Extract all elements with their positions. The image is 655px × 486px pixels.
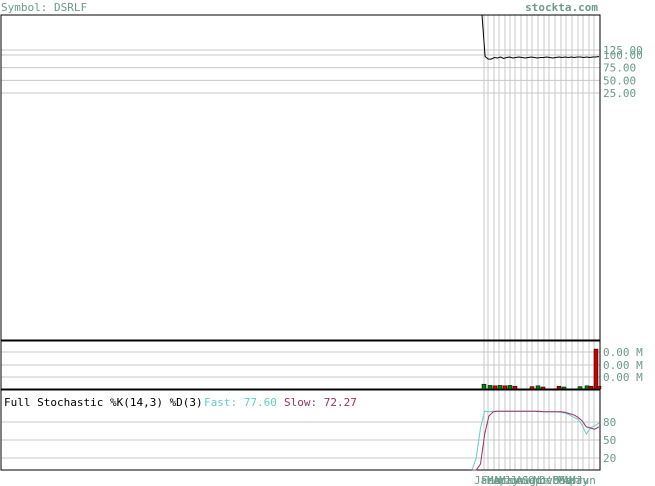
x-tick-label: Aug xyxy=(516,474,536,486)
price-panel xyxy=(0,14,601,341)
volume-bar xyxy=(596,385,602,390)
x-tick-label: '05 xyxy=(546,474,566,486)
price-series xyxy=(481,14,600,60)
grid xyxy=(1,15,600,470)
price-tick-label: 50.00 xyxy=(603,74,636,87)
price-tick-label: 100.00 xyxy=(603,49,643,62)
x-tick-label: Dec xyxy=(539,474,559,486)
volume-bar xyxy=(497,385,503,390)
volume-bar xyxy=(481,383,487,390)
x-tick-label: Jun xyxy=(504,474,524,486)
stochastic-tick-label: 50 xyxy=(603,434,616,447)
x-tick-label: Mar xyxy=(558,474,578,486)
stochastic-axis: 80 50 20 xyxy=(603,416,616,465)
stochastic-slow-value: Slow: 72.27 xyxy=(284,396,357,409)
volume-bar xyxy=(535,385,541,390)
volume-axis: 0.00 M0.00 M0.00 M xyxy=(603,346,643,384)
volume-bar xyxy=(492,385,498,390)
stochastic-tick-label: 20 xyxy=(603,452,616,465)
volume-bar xyxy=(502,385,508,390)
volume-bar xyxy=(584,385,590,390)
volume-bars xyxy=(481,348,602,390)
x-axis: JanFebMarAprMayJunJulAugSepOctNovDec'05F… xyxy=(474,474,596,486)
x-tick-label: Sep xyxy=(522,474,542,486)
volume-bar xyxy=(588,385,594,390)
volume-bar xyxy=(593,348,599,390)
price-tick-label: 25.00 xyxy=(603,87,636,100)
stochastic-panel xyxy=(0,389,601,471)
volume-tick-label: 0.00 M xyxy=(603,346,643,359)
volume-bar xyxy=(561,386,567,390)
x-tick-label: May xyxy=(569,474,589,486)
price-line xyxy=(481,14,600,60)
x-tick-label: May xyxy=(499,474,519,486)
volume-bar xyxy=(512,385,518,390)
stochastic-tick-label: 80 xyxy=(603,416,616,429)
stochastic-fast-value: Fast: 77.60 xyxy=(204,396,277,409)
fast-stochastic-line xyxy=(471,410,600,471)
x-tick-label: Feb xyxy=(552,474,572,486)
x-tick-label: Feb xyxy=(481,474,501,486)
site-name: stockta.com xyxy=(525,1,598,14)
x-tick-label: Jul xyxy=(510,474,530,486)
volume-tick-label: 0.00 M xyxy=(603,359,643,372)
stochastic-series xyxy=(471,410,600,471)
x-tick-label: Jun xyxy=(576,474,596,486)
slow-stochastic-line xyxy=(472,410,600,471)
volume-bar xyxy=(540,386,546,390)
volume-panel xyxy=(0,340,601,390)
x-tick-label: Jan xyxy=(474,474,494,486)
x-tick-label: Mar xyxy=(487,474,507,486)
price-tick-label: 125.00 xyxy=(603,44,643,57)
volume-bar xyxy=(556,385,562,390)
price-tick-label: 75.00 xyxy=(603,62,636,75)
x-tick-label: Oct xyxy=(528,474,548,486)
x-tick-label: Nov xyxy=(533,474,553,486)
volume-tick-label: 0.00 M xyxy=(603,371,643,384)
x-tick-label: Apr xyxy=(563,474,583,486)
volume-bar xyxy=(507,385,513,390)
volume-bar xyxy=(487,385,493,390)
stochastic-title: Full Stochastic %K(14,3) %D(3) xyxy=(4,396,203,409)
x-tick-label: Apr xyxy=(493,474,513,486)
volume-bar xyxy=(529,386,535,390)
volume-bar xyxy=(577,386,583,390)
symbol-label: Symbol: DSRLF xyxy=(1,1,87,14)
